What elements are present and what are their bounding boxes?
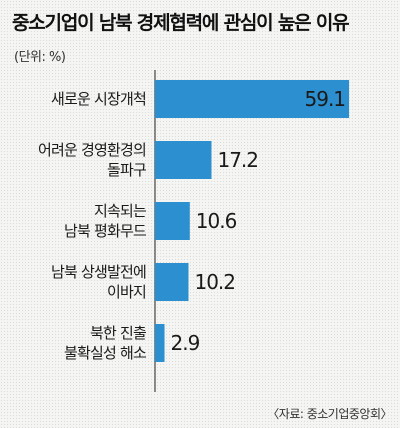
category-label-line: 북한 진출 xyxy=(90,324,146,342)
category-label-line: 어려운 경영환경의 xyxy=(38,141,146,159)
category-label-line: 이바지 xyxy=(107,283,146,301)
value-label-2: 17.2 xyxy=(217,148,258,172)
category-label-line: 불확실성 해소 xyxy=(64,344,147,362)
category-label-line: 남북 상생발전에 xyxy=(51,263,146,281)
category-label-1: 새로운 시장개척 xyxy=(51,90,146,108)
value-label-3: 10.6 xyxy=(196,209,237,233)
bar-2 xyxy=(155,141,212,179)
category-label-line: 지속되는 xyxy=(94,202,147,220)
value-label-5: 2.9 xyxy=(171,331,200,355)
category-label-line: 남북 평화무드 xyxy=(64,222,147,240)
bar-1 xyxy=(155,80,350,118)
category-label-line: 돌파구 xyxy=(107,161,146,179)
value-label-1: 59.1 xyxy=(305,87,346,111)
bar-5 xyxy=(155,324,165,362)
value-label-4: 10.2 xyxy=(194,270,235,294)
category-label-line: 새로운 시장개척 xyxy=(51,90,146,108)
bar-3 xyxy=(155,202,190,240)
bar-4 xyxy=(155,263,189,301)
unit-label: (단위: %) xyxy=(14,50,66,65)
chart-title: 중소기업이 남북 경제협력에 관심이 높은 이유 xyxy=(12,12,350,34)
source-label: 〈자료: 중소기업중앙회〉 xyxy=(267,407,392,421)
